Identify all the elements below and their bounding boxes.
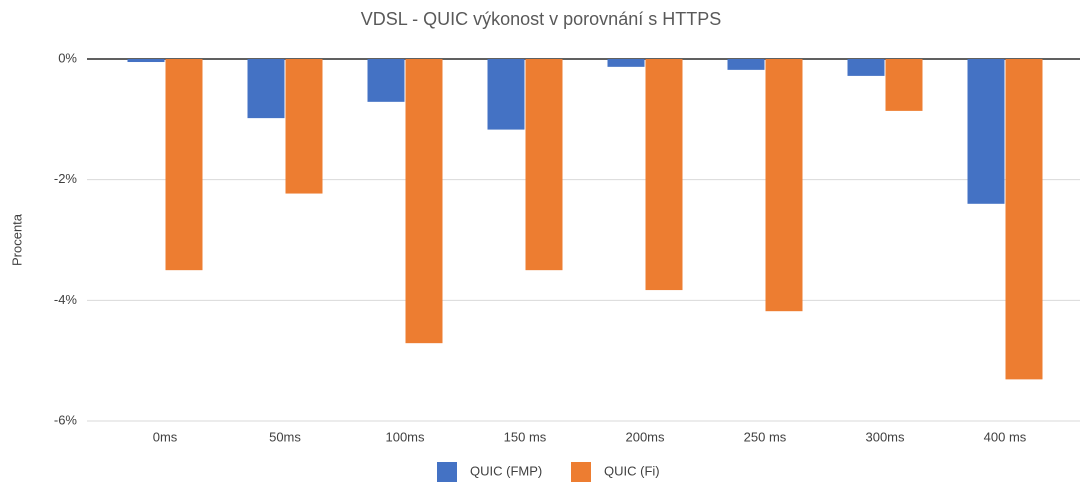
bar	[367, 59, 405, 102]
y-tick-label: -6%	[54, 412, 78, 427]
x-tick-label: 250 ms	[744, 429, 787, 444]
y-tick-label: 0%	[58, 50, 77, 65]
legend-label: QUIC (FMP)	[470, 463, 542, 478]
y-tick-label: -4%	[54, 292, 78, 307]
x-tick-label: 300ms	[865, 429, 905, 444]
bar	[885, 59, 923, 111]
x-tick-label: 50ms	[269, 429, 301, 444]
x-tick-label: 200ms	[625, 429, 665, 444]
bar	[607, 59, 645, 67]
bar	[765, 59, 803, 312]
legend-swatch	[571, 462, 591, 482]
bar	[847, 59, 885, 76]
x-tick-label: 0ms	[153, 429, 178, 444]
chart-title: VDSL - QUIC výkonost v porovnání s HTTPS	[361, 9, 721, 29]
bar	[487, 59, 525, 130]
bar	[405, 59, 443, 344]
bar	[727, 59, 765, 70]
bar	[525, 59, 563, 271]
legend-label: QUIC (Fi)	[604, 463, 660, 478]
bar	[127, 59, 165, 63]
x-tick-label: 400 ms	[984, 429, 1027, 444]
bar	[645, 59, 683, 291]
bar	[967, 59, 1005, 204]
bar	[285, 59, 323, 194]
y-axis-label: Procenta	[9, 213, 24, 266]
y-tick-label: -2%	[54, 171, 78, 186]
x-tick-label: 100ms	[385, 429, 425, 444]
bar	[165, 59, 203, 271]
legend-swatch	[437, 462, 457, 482]
x-tick-label: 150 ms	[504, 429, 547, 444]
bar	[247, 59, 285, 119]
bar	[1005, 59, 1043, 380]
